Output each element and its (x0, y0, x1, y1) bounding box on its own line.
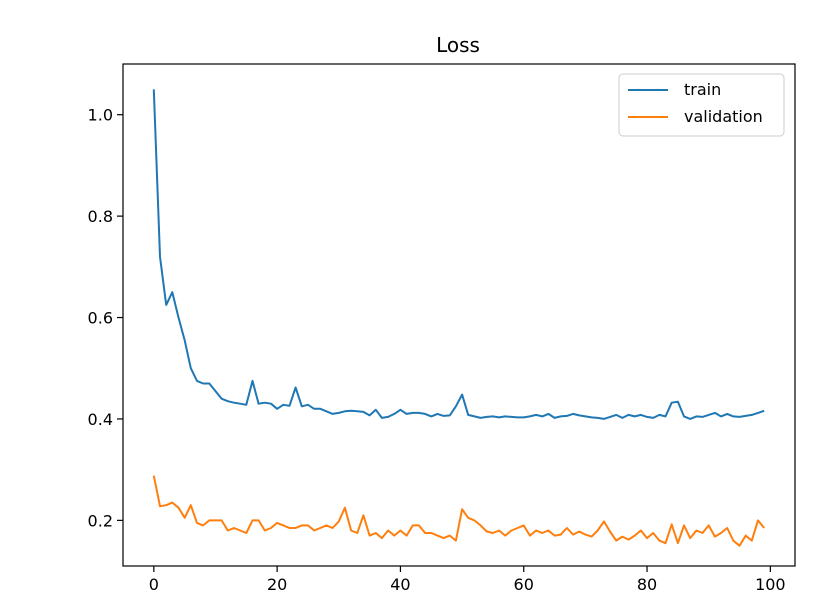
x-tick-label: 60 (514, 575, 534, 594)
x-tick-label: 80 (637, 575, 657, 594)
series-line-train (152, 89, 765, 420)
x-tick-label: 40 (390, 575, 410, 594)
y-tick-label: 0.8 (88, 207, 113, 226)
axis-ticks: 0 20 40 60 80 100 0.2 0.4 0.6 0.8 1.0 (88, 106, 786, 594)
y-tick-label: 0.6 (88, 309, 113, 328)
legend: train validation (618, 73, 785, 137)
plot-area (122, 63, 796, 567)
chart-title: Loss (436, 33, 480, 57)
y-tick-label: 0.2 (88, 511, 113, 530)
x-tick-label: 20 (267, 575, 287, 594)
series-line-validation (152, 475, 765, 547)
x-tick-label: 0 (149, 575, 159, 594)
x-tick-label: 100 (755, 575, 786, 594)
y-tick-label: 1.0 (88, 106, 113, 125)
y-tick-label: 0.4 (88, 410, 113, 429)
legend-label-train: train (684, 80, 721, 99)
legend-label-validation: validation (684, 107, 763, 126)
series-lines (152, 89, 765, 547)
